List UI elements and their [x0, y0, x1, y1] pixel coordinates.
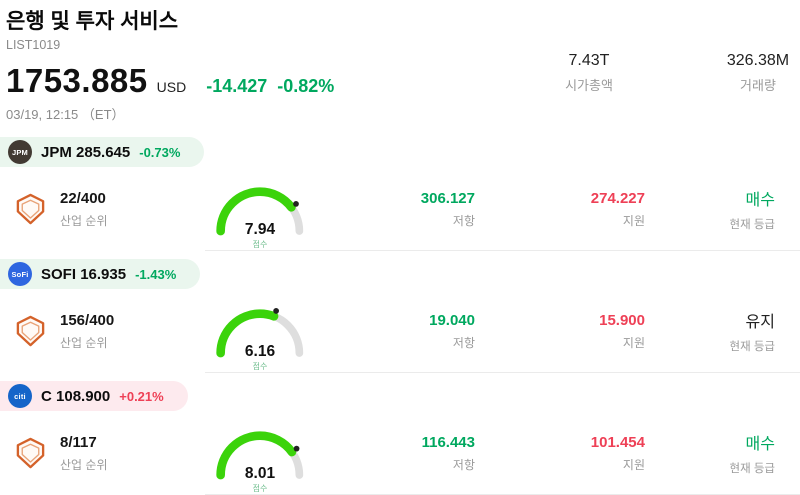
quote-price: 1753.885 — [6, 62, 148, 99]
stock-change: -1.43% — [135, 266, 177, 282]
resistance-value: 306.127 — [420, 189, 475, 207]
stock-row: 156/400 산업 순위 6.16 점수 19.040 저항 15.900 지… — [0, 302, 800, 371]
score-gauge: 8.01 점수 — [212, 424, 308, 493]
rating-value: 매수 — [745, 436, 775, 453]
volume-label: 거래량 — [740, 78, 776, 93]
industry-rank-value: 156/400 — [60, 311, 115, 329]
jpm-logo-text: JPM — [11, 147, 29, 157]
stock-row: 8/117 산업 순위 8.01 점수 116.443 저항 101.454 지… — [0, 424, 800, 493]
industry-rank-label: 산업 순위 — [60, 213, 108, 228]
quote-change: -14.427 -0.82% — [206, 76, 334, 97]
jpm-logo: JPM — [8, 140, 32, 164]
quote-datetime: 03/19, 12:15 （ET） — [6, 107, 125, 122]
stock-section-citi: citi C 108.900 +0.21% 8/117 산업 순위 8.01 점… — [0, 373, 800, 495]
stock-header-sofi[interactable]: SoFi SOFI 16.935 -1.43% — [0, 259, 201, 289]
score-gauge-arc — [212, 424, 308, 482]
support-value: 15.900 — [599, 311, 645, 329]
industry-rank-label: 산업 순위 — [60, 335, 108, 350]
shield-badge-icon — [16, 437, 45, 468]
rating-value: 유지 — [745, 314, 775, 331]
score-value: 6.16 — [244, 343, 276, 360]
support-label: 지원 — [622, 213, 645, 228]
score-gauge: 6.16 점수 — [212, 302, 308, 371]
citi-logo-text: citi — [14, 391, 26, 401]
sofi-logo: SoFi — [8, 262, 32, 286]
market-cap-label: 시가총액 — [565, 78, 613, 93]
score-gauge: 7.94 점수 — [212, 180, 308, 249]
stock-header-jpm[interactable]: JPM JPM 285.645 -0.73% — [0, 137, 205, 167]
support-value: 101.454 — [590, 433, 645, 451]
rating-value: 매수 — [745, 192, 775, 209]
resistance-value: 19.040 — [429, 311, 475, 329]
score-gauge-arc — [212, 302, 308, 360]
support-label: 지원 — [622, 335, 645, 350]
rating-label: 현재 등급 — [729, 219, 775, 231]
score-label: 점수 — [252, 484, 268, 493]
resistance-label: 저항 — [452, 213, 475, 228]
score-label: 점수 — [252, 362, 268, 371]
shield-badge-icon — [16, 315, 45, 346]
market-cap-stat: 7.43T 시가총액 — [530, 52, 648, 94]
industry-rank-value: 8/117 — [60, 433, 97, 451]
score-value: 8.01 — [244, 465, 276, 482]
industry-rank-value: 22/400 — [60, 189, 106, 207]
quote-currency: USD — [156, 79, 187, 95]
score-gauge-arc — [212, 180, 308, 238]
shield-badge-icon — [16, 193, 45, 224]
volume-stat: 326.38M 거래량 — [702, 52, 800, 94]
score-label: 점수 — [252, 240, 268, 249]
stock-header-citi[interactable]: citi C 108.900 +0.21% — [0, 381, 188, 411]
resistance-label: 저항 — [452, 457, 475, 472]
support-value: 274.227 — [590, 189, 645, 207]
citi-logo: citi — [8, 384, 32, 408]
rating-label: 현재 등급 — [729, 341, 775, 353]
rating-label: 현재 등급 — [729, 463, 775, 475]
page-title: 은행 및 투자 서비스 — [6, 10, 179, 33]
score-value: 7.94 — [244, 221, 276, 238]
stock-ticker-price: SOFI 16.935 — [41, 265, 127, 283]
stock-change: +0.21% — [119, 388, 164, 404]
quote-change-value: -14.427 — [206, 76, 268, 96]
sofi-logo-text: SoFi — [11, 269, 29, 279]
quote-change-percent: -0.82% — [277, 76, 335, 96]
industry-rank-label: 산업 순위 — [60, 457, 108, 472]
stock-ticker-price: C 108.900 — [41, 387, 111, 405]
resistance-value: 116.443 — [421, 433, 475, 451]
page-subtitle: LIST1019 — [6, 38, 61, 52]
stock-ticker-price: JPM 285.645 — [41, 143, 131, 161]
stock-change: -0.73% — [139, 144, 181, 160]
market-cap-value: 7.43T — [568, 52, 610, 69]
resistance-label: 저항 — [452, 335, 475, 350]
support-label: 지원 — [622, 457, 645, 472]
stock-section-jpm: JPM JPM 285.645 -0.73% 22/400 산업 순위 7.94… — [0, 129, 800, 251]
stock-section-sofi: SoFi SOFI 16.935 -1.43% 156/400 산업 순위 6.… — [0, 251, 800, 373]
quote-header: 은행 및 투자 서비스 LIST1019 1753.885 USD -14.42… — [0, 0, 800, 129]
volume-value: 326.38M — [726, 52, 790, 69]
stock-row: 22/400 산업 순위 7.94 점수 306.127 저항 274.227 … — [0, 180, 800, 249]
